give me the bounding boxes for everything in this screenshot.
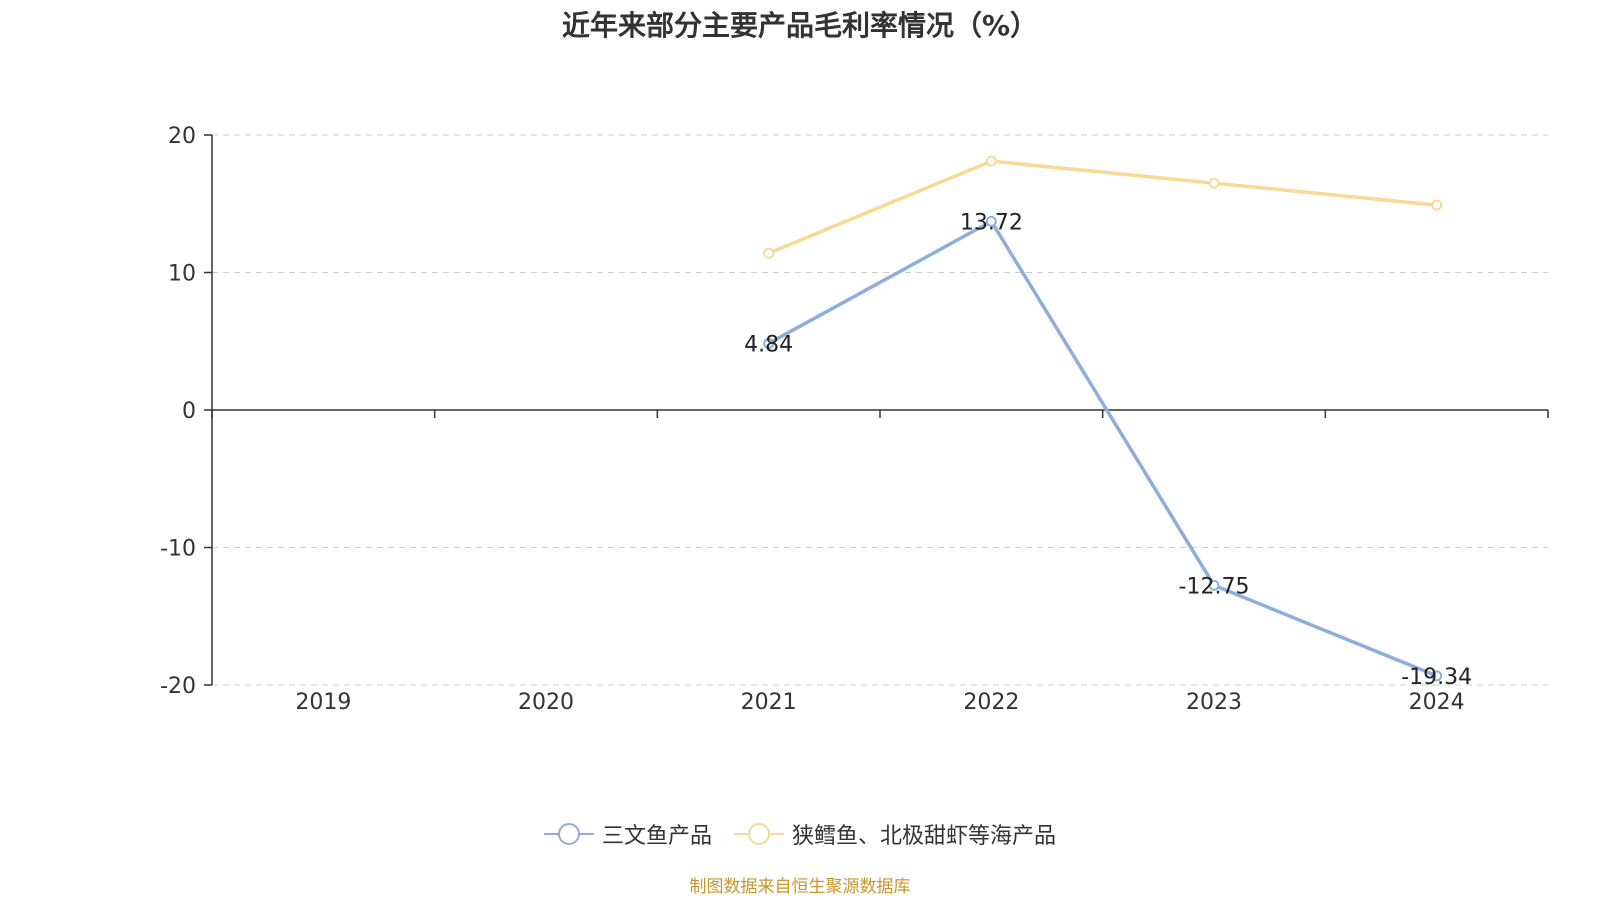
series-line-0 xyxy=(767,219,1438,678)
legend-label-salmon: 三文鱼产品 xyxy=(601,824,712,849)
x-tick-label: 2024 xyxy=(1409,690,1465,715)
data-point-1[interactable] xyxy=(763,247,775,259)
data-point-1[interactable] xyxy=(1431,199,1443,211)
legend-swatch-salmon xyxy=(543,822,594,846)
legend: 三文鱼产品 狭鳕鱼、北极甜虾等海产品 xyxy=(0,818,1600,850)
source-note: 制图数据来自恒生聚源数据库 xyxy=(689,877,911,897)
data-label: -12.75 xyxy=(1179,574,1250,599)
data-point-0[interactable] xyxy=(985,215,997,227)
data-label: 4.84 xyxy=(744,332,793,357)
y-tick-label: -10 xyxy=(160,537,196,562)
data-label: -19.34 xyxy=(1401,665,1472,690)
x-tick-label: 2022 xyxy=(963,690,1019,715)
x-tick-label: 2023 xyxy=(1186,690,1242,715)
data-point-0[interactable] xyxy=(1431,670,1443,682)
data-point-1[interactable] xyxy=(985,155,997,167)
y-tick-label: 20 xyxy=(168,124,196,149)
y-tick-label: -20 xyxy=(160,674,196,699)
x-tick-label: 2020 xyxy=(518,690,574,715)
data-point-0[interactable] xyxy=(763,337,775,349)
legend-item-salmon[interactable]: 三文鱼产品 xyxy=(543,818,712,850)
x-tick-label: 2019 xyxy=(295,690,351,715)
y-tick-label: 0 xyxy=(182,399,196,424)
chart-title: 近年来部分主要产品毛利率情况（%） xyxy=(561,9,1039,42)
y-tick-label: 10 xyxy=(168,262,196,287)
x-tick-label: 2021 xyxy=(741,690,797,715)
series-line-1 xyxy=(767,159,1437,255)
legend-item-seafood[interactable]: 狭鳕鱼、北极甜虾等海产品 xyxy=(734,818,1056,850)
legend-swatch-seafood xyxy=(734,822,784,846)
data-label: 13.72 xyxy=(960,210,1023,235)
legend-label-seafood: 狭鳕鱼、北极甜虾等海产品 xyxy=(792,824,1057,849)
data-point-0[interactable] xyxy=(1208,579,1220,591)
data-point-1[interactable] xyxy=(1208,177,1220,189)
